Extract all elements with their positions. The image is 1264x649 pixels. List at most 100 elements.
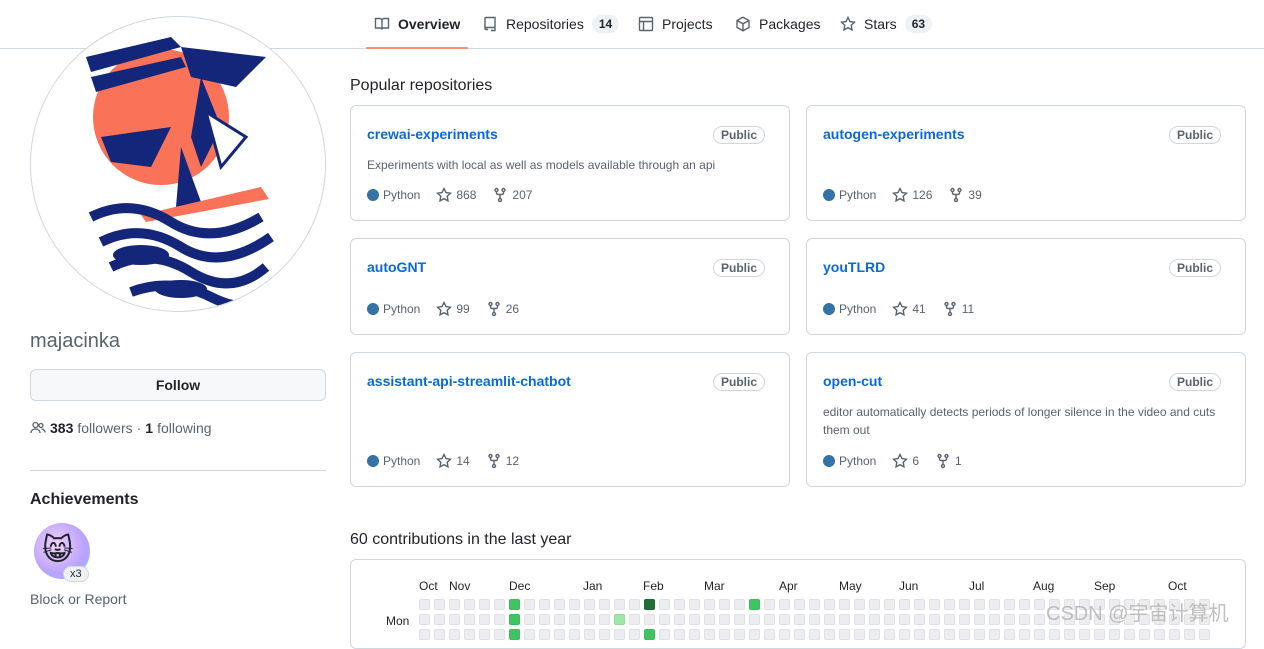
contribution-day-cell[interactable]: [974, 629, 985, 640]
contribution-day-cell[interactable]: [689, 614, 700, 625]
contribution-day-cell[interactable]: [1109, 599, 1120, 610]
contribution-day-cell[interactable]: [809, 629, 820, 640]
contribution-day-cell[interactable]: [764, 629, 775, 640]
contribution-day-cell[interactable]: [959, 599, 970, 610]
contribution-day-cell[interactable]: [584, 629, 595, 640]
contribution-day-cell[interactable]: [599, 599, 610, 610]
contribution-day-cell[interactable]: [1079, 614, 1090, 625]
contribution-day-cell[interactable]: [1184, 629, 1195, 640]
block-or-report-link[interactable]: Block or Report: [30, 591, 127, 607]
contribution-day-cell[interactable]: [464, 599, 475, 610]
contribution-day-cell[interactable]: [899, 599, 910, 610]
contribution-day-cell[interactable]: [1094, 599, 1105, 610]
contribution-day-cell[interactable]: [689, 599, 700, 610]
contribution-day-cell[interactable]: [659, 599, 670, 610]
contribution-day-cell[interactable]: [809, 614, 820, 625]
followers-link[interactable]: 383 followers: [50, 420, 133, 436]
contribution-day-cell[interactable]: [839, 599, 850, 610]
contribution-day-cell[interactable]: [659, 629, 670, 640]
contribution-day-cell[interactable]: [749, 629, 760, 640]
contribution-day-cell[interactable]: [494, 629, 505, 640]
contribution-day-cell[interactable]: [449, 599, 460, 610]
repo-name-link[interactable]: autogen-experiments: [823, 126, 965, 142]
contribution-day-cell[interactable]: [434, 629, 445, 640]
contribution-day-cell[interactable]: [884, 629, 895, 640]
contribution-day-cell[interactable]: [689, 629, 700, 640]
contribution-day-cell[interactable]: [1199, 629, 1210, 640]
repo-name-link[interactable]: youTLRD: [823, 259, 886, 275]
contribution-day-cell[interactable]: [809, 599, 820, 610]
contribution-day-cell[interactable]: [839, 629, 850, 640]
contribution-day-cell[interactable]: [509, 614, 520, 625]
forks-link[interactable]: 207: [492, 187, 532, 203]
contribution-day-cell[interactable]: [1064, 614, 1075, 625]
contribution-day-cell[interactable]: [539, 629, 550, 640]
contribution-day-cell[interactable]: [419, 629, 430, 640]
contribution-day-cell[interactable]: [1034, 599, 1045, 610]
contribution-day-cell[interactable]: [704, 629, 715, 640]
contribution-day-cell[interactable]: [914, 599, 925, 610]
repo-name-link[interactable]: assistant-api-streamlit-chatbot: [367, 373, 571, 389]
contribution-day-cell[interactable]: [554, 599, 565, 610]
contribution-day-cell[interactable]: [869, 599, 880, 610]
contribution-day-cell[interactable]: [794, 614, 805, 625]
avatar[interactable]: [30, 16, 326, 312]
tab-projects[interactable]: Projects: [638, 0, 713, 48]
contribution-day-cell[interactable]: [1199, 614, 1210, 625]
contribution-day-cell[interactable]: [1199, 599, 1210, 610]
contribution-day-cell[interactable]: [1004, 599, 1015, 610]
contribution-day-cell[interactable]: [539, 599, 550, 610]
repo-name-link[interactable]: crewai-experiments: [367, 126, 498, 142]
contribution-day-cell[interactable]: [419, 614, 430, 625]
contribution-day-cell[interactable]: [1094, 614, 1105, 625]
repo-name-link[interactable]: autoGNT: [367, 259, 427, 275]
contribution-day-cell[interactable]: [734, 614, 745, 625]
contribution-day-cell[interactable]: [914, 614, 925, 625]
contribution-day-cell[interactable]: [1169, 599, 1180, 610]
contribution-day-cell[interactable]: [1109, 614, 1120, 625]
contribution-day-cell[interactable]: [884, 614, 895, 625]
contribution-day-cell[interactable]: [719, 629, 730, 640]
contribution-day-cell[interactable]: [1139, 629, 1150, 640]
contribution-day-cell[interactable]: [494, 599, 505, 610]
contribution-day-cell[interactable]: [464, 629, 475, 640]
contribution-day-cell[interactable]: [779, 599, 790, 610]
contribution-day-cell[interactable]: [1139, 599, 1150, 610]
contribution-day-cell[interactable]: [1154, 599, 1165, 610]
contribution-day-cell[interactable]: [464, 614, 475, 625]
contribution-day-cell[interactable]: [569, 599, 580, 610]
contribution-day-cell[interactable]: [704, 599, 715, 610]
contribution-day-cell[interactable]: [719, 614, 730, 625]
contribution-day-cell[interactable]: [644, 614, 655, 625]
contribution-day-cell[interactable]: [644, 629, 655, 640]
contribution-day-cell[interactable]: [989, 599, 1000, 610]
contribution-day-cell[interactable]: [1049, 599, 1060, 610]
contribution-day-cell[interactable]: [1064, 629, 1075, 640]
contribution-day-cell[interactable]: [1004, 629, 1015, 640]
contribution-day-cell[interactable]: [764, 599, 775, 610]
contribution-day-cell[interactable]: [869, 629, 880, 640]
contribution-day-cell[interactable]: [674, 599, 685, 610]
contribution-day-cell[interactable]: [629, 629, 640, 640]
contribution-day-cell[interactable]: [524, 629, 535, 640]
contribution-day-cell[interactable]: [794, 599, 805, 610]
contribution-day-cell[interactable]: [1049, 629, 1060, 640]
contribution-day-cell[interactable]: [974, 599, 985, 610]
contribution-day-cell[interactable]: [929, 614, 940, 625]
contribution-day-cell[interactable]: [524, 614, 535, 625]
forks-link[interactable]: 1: [935, 453, 962, 469]
contribution-day-cell[interactable]: [1079, 599, 1090, 610]
contribution-day-cell[interactable]: [1064, 599, 1075, 610]
contribution-day-cell[interactable]: [1169, 614, 1180, 625]
follow-button[interactable]: Follow: [30, 369, 326, 401]
contribution-day-cell[interactable]: [1184, 599, 1195, 610]
stargazers-link[interactable]: 868: [436, 187, 476, 203]
contribution-day-cell[interactable]: [479, 614, 490, 625]
contribution-day-cell[interactable]: [824, 614, 835, 625]
contribution-day-cell[interactable]: [584, 614, 595, 625]
contribution-day-cell[interactable]: [554, 629, 565, 640]
contribution-day-cell[interactable]: [494, 614, 505, 625]
forks-link[interactable]: 26: [486, 301, 519, 317]
contribution-day-cell[interactable]: [449, 629, 460, 640]
contribution-day-cell[interactable]: [524, 599, 535, 610]
